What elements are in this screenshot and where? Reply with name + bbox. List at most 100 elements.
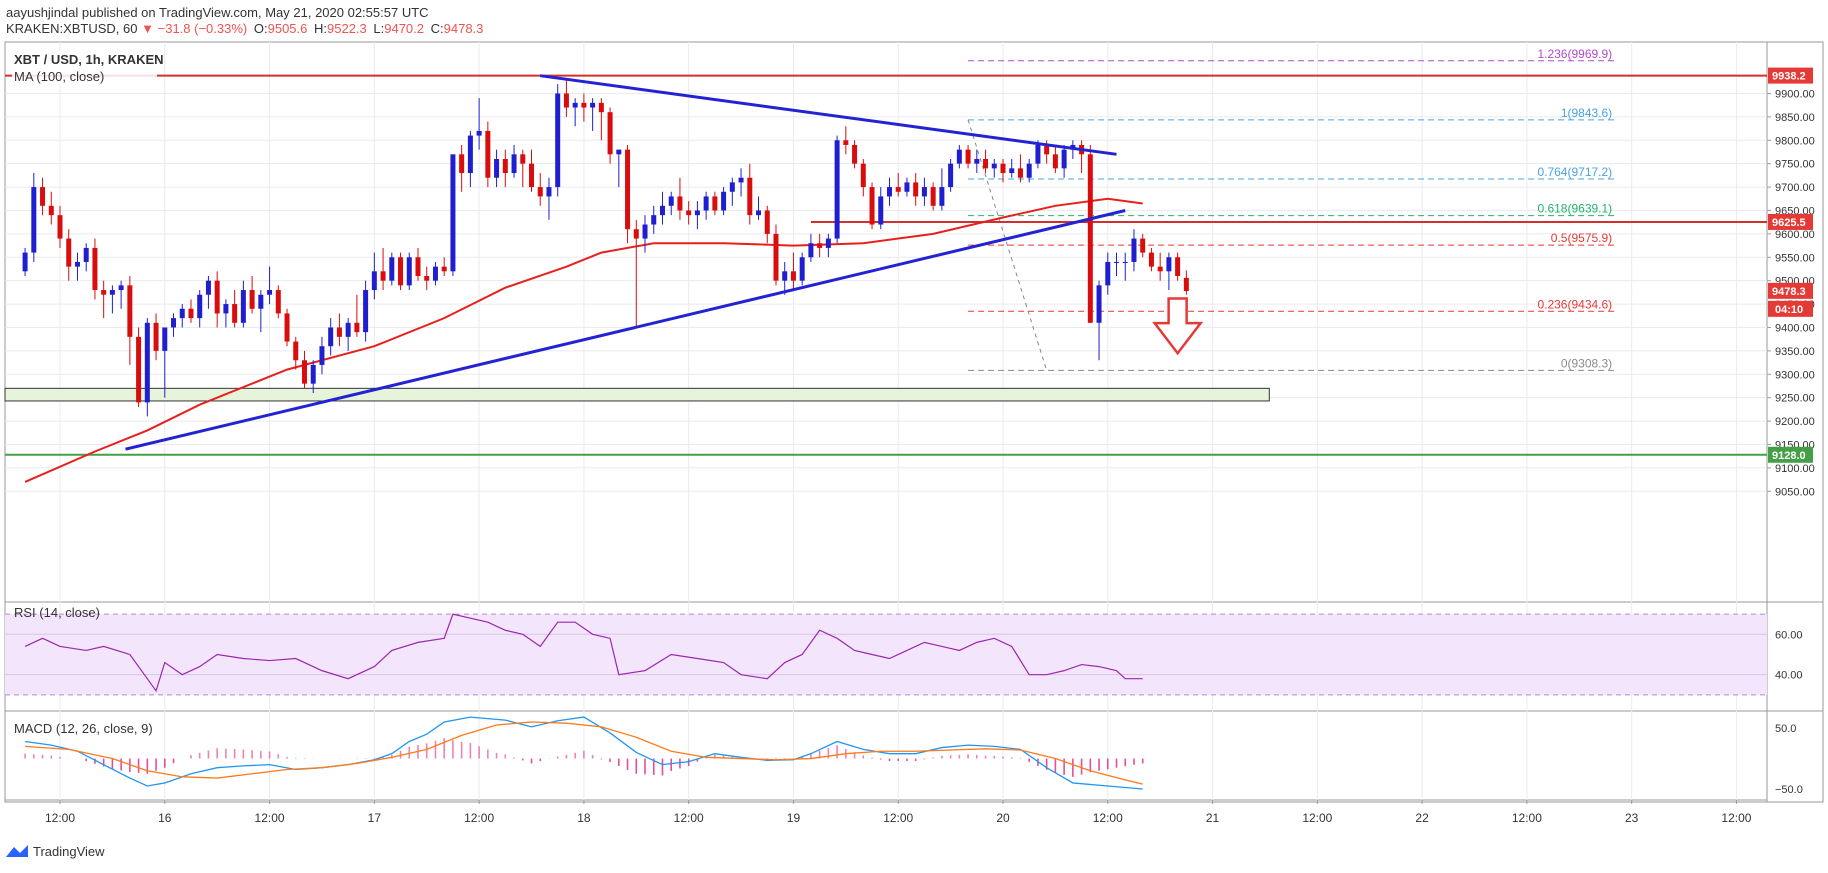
candle-body [441, 266, 447, 272]
candle-body [1105, 261, 1111, 286]
time-tick-label: 20 [996, 811, 1010, 825]
candle-body [974, 159, 980, 164]
candle-body [598, 102, 604, 113]
candle-body [642, 224, 648, 239]
candle-body [232, 304, 238, 323]
candle-body [48, 205, 54, 216]
down-arrow [1152, 297, 1204, 356]
price-tick-label: 9700.00 [1775, 182, 1815, 194]
svg-text:aayushjindal published on Trad: aayushjindal published on TradingView.co… [6, 5, 429, 20]
chart-legend-title: XBT / USD, 1h, KRAKEN [14, 52, 164, 67]
candle-body [1148, 252, 1154, 267]
candle-body [188, 308, 194, 319]
candle-body [686, 210, 692, 216]
macd-tick-label: −50.0 [1775, 784, 1803, 796]
time-tick-label: 12:00 [883, 811, 913, 825]
macd-signal-line [25, 721, 1143, 785]
chart-frame [4, 41, 1824, 803]
candle-body [1157, 266, 1163, 272]
macd-panel [24, 716, 1144, 790]
macd-label: MACD (12, 26, close, 9) [14, 721, 153, 736]
candle-body [563, 93, 569, 108]
price-tick-label: 9750.00 [1775, 159, 1815, 171]
candle-body [878, 196, 884, 225]
time-tick-label: 12:00 [1512, 811, 1542, 825]
candle-body [1122, 261, 1128, 263]
candle-body [834, 140, 840, 239]
tradingview-logo-icon [6, 845, 28, 857]
candle-body [336, 327, 342, 337]
candle-body [991, 163, 997, 169]
price-badge [1768, 446, 1813, 463]
rsi-line [24, 613, 1143, 693]
candle-body [904, 182, 910, 192]
time-tick-label: 12:00 [674, 811, 704, 825]
candle-body [118, 285, 124, 291]
candle-body [1017, 168, 1023, 178]
candle-body [406, 257, 412, 286]
rsi-tick-label: 40.00 [1775, 670, 1803, 682]
price-tick-label: 9400.00 [1775, 322, 1815, 334]
candle-body [380, 271, 386, 281]
candle-body [948, 163, 954, 188]
candle-body [694, 210, 700, 216]
candle-body [83, 247, 89, 262]
candle-body [852, 144, 858, 164]
ohlc-low: 9470.2 [384, 21, 424, 36]
candle-body [520, 154, 526, 164]
candle-body [1131, 238, 1137, 262]
macd-line [24, 716, 1143, 790]
candle-body [240, 290, 246, 323]
fib-level-label: 1(9843.6) [1561, 106, 1612, 120]
candle-body [363, 290, 369, 333]
candle-body [223, 304, 229, 314]
time-tick-label: 18 [577, 811, 591, 825]
price-badge-label: 9478.3 [1772, 286, 1806, 298]
candle-body [921, 187, 927, 197]
svg-text:KRAKEN:XBTUSD, 60 ▼: KRAKEN:XBTUSD, 60 ▼ −31.8 (−0.33%) O:950… [6, 21, 483, 36]
candle-body [895, 187, 901, 192]
candle-body [258, 294, 264, 309]
price-tick-label: 9550.00 [1775, 252, 1815, 264]
candle-body [31, 187, 37, 253]
countdown-label: 04:10 [1775, 304, 1803, 316]
price-tick-label: 9800.00 [1775, 135, 1815, 147]
ma100-line [24, 197, 1143, 483]
price-tick-label: 9900.00 [1775, 88, 1815, 100]
candle-body [319, 346, 325, 365]
candle-body [633, 229, 639, 239]
candle-body [267, 290, 273, 295]
candle-body [590, 102, 596, 108]
published-text: published on TradingView.com, May 21, 20… [78, 5, 428, 20]
candle-body [398, 257, 404, 286]
candle-body [1035, 144, 1041, 164]
candle-body [939, 187, 945, 206]
candle-body [1000, 163, 1006, 174]
ma-legend-label: MA (100, close) [14, 69, 104, 84]
author-name[interactable]: aayushjindal [6, 5, 78, 20]
fib-level-label: 0.764(9717.2) [1537, 165, 1612, 179]
candle-body [1114, 261, 1120, 263]
trendline-lower [125, 209, 1126, 451]
candle-body [808, 243, 814, 258]
candle-body [171, 318, 177, 328]
candle-body [529, 163, 535, 188]
candle-body [389, 257, 395, 281]
trendline-upper [540, 74, 1117, 156]
candle-body [205, 280, 211, 295]
time-tick-label: 16 [158, 811, 172, 825]
candle-body [886, 187, 892, 197]
candle-body [66, 238, 72, 267]
price-badges: 9938.2 9625.5 9478.3 9128.0 04:10 [1768, 67, 1813, 463]
time-tick-label: 12:00 [255, 811, 285, 825]
price-badge-label: 9938.2 [1772, 71, 1806, 83]
time-tick-label: 17 [368, 811, 382, 825]
axes: 9050.009100.009150.009200.009250.009300.… [45, 88, 1815, 825]
candle-body [1183, 277, 1189, 291]
price-tick-label: 9350.00 [1775, 346, 1815, 358]
candle-body [476, 130, 482, 136]
price-tick-label: 9250.00 [1775, 393, 1815, 405]
candle-body [555, 93, 561, 188]
candle-body [764, 210, 770, 234]
